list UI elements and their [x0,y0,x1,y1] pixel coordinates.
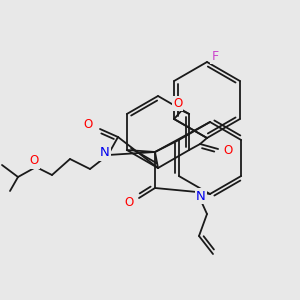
Text: O: O [224,145,233,158]
Text: O: O [124,196,134,209]
Text: N: N [196,190,206,202]
Text: O: O [29,154,39,167]
Text: F: F [212,50,219,62]
Text: O: O [83,118,93,131]
Text: O: O [173,97,182,110]
Text: N: N [100,146,110,160]
